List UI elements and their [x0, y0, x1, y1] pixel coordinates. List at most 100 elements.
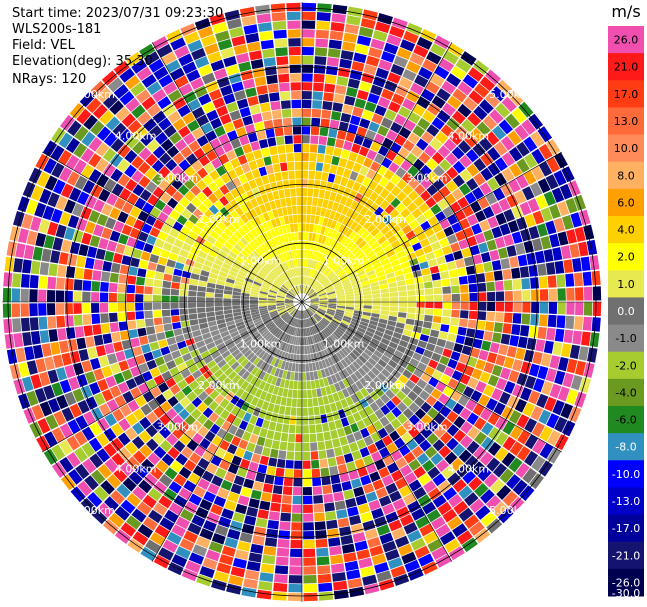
gate-cell: [455, 58, 472, 73]
gate-cell: [335, 312, 344, 318]
gate-cell: [174, 139, 188, 152]
gate-cell: [255, 322, 264, 329]
gate-cell: [497, 507, 514, 524]
gate-cell: [582, 271, 592, 286]
gate-cell: [284, 188, 291, 198]
gate-cell: [161, 288, 171, 296]
gate-cell: [483, 229, 494, 242]
gate-cell: [168, 481, 182, 494]
gate-cell: [190, 349, 200, 358]
gate-cell: [286, 294, 295, 299]
gate-cell: [161, 223, 172, 234]
gate-cell: [255, 247, 263, 257]
gate-cell: [324, 236, 331, 246]
gate-cell: [434, 302, 443, 309]
gate-cell: [254, 368, 263, 378]
gate-cell: [293, 327, 297, 336]
gate-cell: [395, 322, 405, 329]
gate-cell: [526, 252, 537, 265]
gate-cell: [288, 424, 296, 434]
gate-cell: [431, 272, 441, 281]
gate-cell: [252, 407, 261, 417]
gate-cell: [280, 432, 289, 442]
gate-cell: [387, 462, 399, 474]
gate-cell: [348, 340, 357, 349]
gate-cell: [195, 235, 206, 245]
gate-cell: [308, 307, 316, 313]
gate-cell: [340, 322, 349, 328]
gate-cell: [243, 316, 252, 321]
gate-cell: [473, 172, 486, 186]
gate-cell: [39, 401, 53, 417]
colorbar-tick-label: 21.0: [614, 61, 639, 74]
gate-cell: [362, 176, 372, 188]
gate-cell: [362, 574, 378, 586]
gate-cell: [112, 408, 125, 422]
gate-cell: [196, 414, 208, 425]
gate-cell: [155, 394, 167, 406]
gate-cell: [503, 312, 513, 323]
gate-cell: [276, 296, 285, 300]
gate-cell: [277, 245, 283, 254]
gate-cell: [140, 403, 153, 416]
gate-cell: [302, 285, 304, 294]
gate-cell: [534, 250, 545, 264]
gate-cell: [232, 308, 241, 313]
gate-cell: [480, 252, 491, 263]
gate-cell: [291, 513, 302, 522]
gate-cell: [138, 161, 151, 175]
gate-cell: [334, 267, 343, 275]
gate-cell: [377, 322, 387, 329]
gate-cell: [401, 334, 411, 343]
gate-cell: [503, 381, 516, 394]
gate-cell: [227, 357, 237, 367]
gate-cell: [135, 465, 149, 479]
gate-cell: [275, 136, 285, 146]
gate-cell: [279, 441, 288, 451]
gate-cell: [109, 385, 122, 398]
gate-cell: [25, 199, 38, 215]
gate-cell: [379, 314, 389, 320]
gate-cell: [372, 30, 388, 42]
gate-cell: [380, 240, 390, 249]
gate-cell: [298, 319, 301, 328]
gate-cell: [346, 208, 355, 218]
gate-cell: [46, 290, 56, 302]
gate-cell: [188, 284, 198, 291]
gate-cell: [179, 249, 189, 258]
gate-cell: [260, 563, 275, 574]
gate-cell: [457, 103, 472, 118]
gate-cell: [278, 189, 285, 199]
gate-cell: [343, 333, 352, 341]
gate-cell: [332, 411, 340, 421]
gate-cell: [485, 192, 498, 205]
gate-cell: [427, 420, 440, 432]
gate-cell: [560, 403, 574, 419]
gate-cell: [164, 467, 178, 480]
gate-cell: [416, 295, 425, 302]
gate-cell: [149, 532, 166, 546]
gate-cell: [271, 348, 278, 357]
gate-cell: [282, 313, 289, 320]
gate-cell: [313, 251, 318, 260]
gate-cell: [377, 359, 388, 368]
gate-cell: [152, 88, 167, 103]
gate-cell: [342, 317, 351, 323]
gate-cell: [285, 303, 294, 307]
gate-cell: [172, 322, 182, 330]
gate-cell: [258, 185, 266, 195]
gate-cell: [379, 283, 389, 290]
gate-cell: [506, 395, 519, 409]
gate-cell: [539, 314, 548, 327]
gate-cell: [318, 321, 326, 329]
gate-cell: [435, 131, 449, 144]
gate-cell: [303, 258, 307, 267]
gate-cell: [578, 241, 589, 257]
gate-cell: [285, 460, 294, 469]
gate-cell: [298, 310, 301, 319]
gate-cell: [303, 495, 313, 505]
gate-cell: [387, 277, 397, 284]
gate-cell: [321, 278, 329, 286]
gate-cell: [350, 200, 359, 211]
gate-cell: [302, 442, 310, 452]
